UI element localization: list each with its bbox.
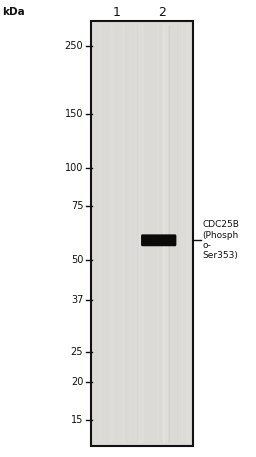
Text: 50: 50 xyxy=(71,255,83,265)
Text: 20: 20 xyxy=(71,377,83,387)
Text: 75: 75 xyxy=(71,201,83,211)
Text: 100: 100 xyxy=(65,163,83,173)
Text: 15: 15 xyxy=(71,415,83,425)
Text: CDC25B
(Phosph
o-
Ser353): CDC25B (Phosph o- Ser353) xyxy=(202,220,239,260)
Bar xyxy=(91,21,193,446)
FancyBboxPatch shape xyxy=(141,234,176,246)
Text: 2: 2 xyxy=(159,6,166,19)
Text: 250: 250 xyxy=(65,41,83,51)
Text: 25: 25 xyxy=(71,347,83,357)
Text: 1: 1 xyxy=(113,6,120,19)
Text: 37: 37 xyxy=(71,295,83,305)
Text: kDa: kDa xyxy=(3,7,25,17)
Text: 150: 150 xyxy=(65,109,83,119)
